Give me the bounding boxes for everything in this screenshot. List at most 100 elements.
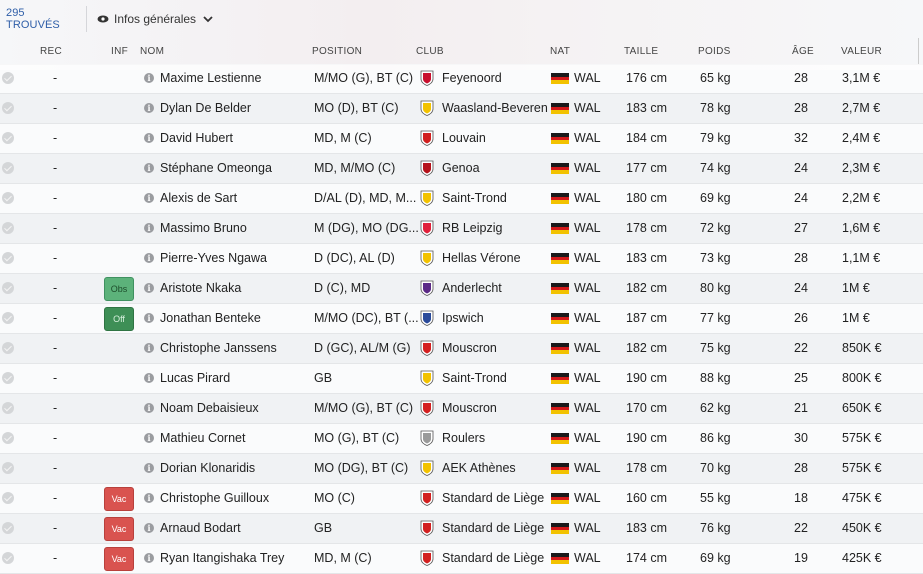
column-poids[interactable]: POIDS — [698, 46, 731, 57]
table-row[interactable]: - i Pierre-Yves Ngawa D (DC), AL (D) Hel… — [0, 244, 923, 274]
info-icon[interactable]: i — [144, 313, 154, 323]
column-valeur[interactable]: VALEUR — [841, 46, 883, 57]
info-icon[interactable]: i — [144, 373, 154, 383]
column-position[interactable]: POSITION — [312, 46, 363, 57]
column-age[interactable]: ÂGE — [792, 46, 815, 57]
table-row[interactable]: - i Alexis de Sart D/AL (D), MD, M... Sa… — [0, 184, 923, 214]
column-nat[interactable]: NAT — [550, 46, 571, 57]
player-name[interactable]: Massimo Bruno — [160, 221, 247, 235]
info-icon[interactable]: i — [144, 283, 154, 293]
check-icon[interactable] — [2, 492, 14, 504]
table-row[interactable]: - i Dylan De Belder MO (D), BT (C) Waasl… — [0, 94, 923, 124]
view-selector[interactable]: Infos générales — [97, 12, 213, 26]
player-name[interactable]: Pierre-Yves Ngawa — [160, 251, 267, 265]
check-icon[interactable] — [2, 342, 14, 354]
table-row[interactable]: - i Dorian Klonaridis MO (DG), BT (C) AE… — [0, 454, 923, 484]
info-icon[interactable]: i — [144, 523, 154, 533]
club-name[interactable]: Saint-Trond — [442, 371, 507, 385]
info-icon[interactable]: i — [144, 193, 154, 203]
table-row[interactable]: - i Lucas Pirard GB Saint-Trond WAL 190 … — [0, 364, 923, 394]
table-row[interactable]: - i Mathieu Cornet MO (G), BT (C) Rouler… — [0, 424, 923, 454]
table-row[interactable]: - i David Hubert MD, M (C) Louvain WAL 1… — [0, 124, 923, 154]
table-row[interactable]: - Vac i Arnaud Bodart GB Standard de Liè… — [0, 514, 923, 544]
table-row[interactable]: - i Noam Debaisieux M/MO (G), BT (C) Mou… — [0, 394, 923, 424]
player-name[interactable]: Lucas Pirard — [160, 371, 231, 385]
player-name[interactable]: Christophe Janssens — [160, 341, 277, 355]
table-row[interactable]: - Obs i Aristote Nkaka D (C), MD Anderle… — [0, 274, 923, 304]
info-icon[interactable]: i — [144, 433, 154, 443]
table-row[interactable]: - Vac i Christophe Guilloux MO (C) Stand… — [0, 484, 923, 514]
table-row[interactable]: - i Massimo Bruno M (DG), MO (DG... RB L… — [0, 214, 923, 244]
club-name[interactable]: Standard de Liège — [442, 491, 545, 505]
player-name[interactable]: Jonathan Benteke — [160, 311, 261, 325]
info-icon[interactable]: i — [144, 163, 154, 173]
club-name[interactable]: Genoa — [442, 161, 480, 175]
check-icon[interactable] — [2, 252, 14, 264]
player-name[interactable]: Dorian Klonaridis — [160, 461, 256, 475]
club-name[interactable]: Roulers — [442, 431, 486, 445]
club-name[interactable]: Standard de Liège — [442, 521, 545, 535]
club-name[interactable]: Mouscron — [442, 341, 497, 355]
table-row[interactable]: - Vac i Ryan Itangishaka Trey MD, M (C) … — [0, 544, 923, 574]
club-name[interactable]: Mouscron — [442, 401, 497, 415]
check-icon[interactable] — [2, 222, 14, 234]
column-club[interactable]: CLUB — [416, 46, 444, 57]
club-name[interactable]: Ipswich — [442, 311, 484, 325]
check-icon[interactable] — [2, 432, 14, 444]
table-row[interactable]: - i Stéphane Omeonga MD, M/MO (C) Genoa … — [0, 154, 923, 184]
info-icon[interactable]: i — [144, 463, 154, 473]
player-name[interactable]: David Hubert — [160, 131, 233, 145]
info-icon[interactable]: i — [144, 343, 154, 353]
player-name[interactable]: Stéphane Omeonga — [160, 161, 272, 175]
column-inf[interactable]: INF — [111, 46, 129, 57]
player-name[interactable]: Christophe Guilloux — [160, 491, 270, 505]
club-name[interactable]: Hellas Vérone — [442, 251, 521, 265]
check-icon[interactable] — [2, 552, 14, 564]
status-badge[interactable]: Vac — [104, 487, 134, 511]
player-name[interactable]: Dylan De Belder — [160, 101, 252, 115]
player-name[interactable]: Arnaud Bodart — [160, 521, 241, 535]
info-icon[interactable]: i — [144, 223, 154, 233]
check-icon[interactable] — [2, 402, 14, 414]
info-icon[interactable]: i — [144, 403, 154, 413]
check-icon[interactable] — [2, 132, 14, 144]
club-name[interactable]: Standard de Liège — [442, 551, 545, 565]
info-icon[interactable]: i — [144, 493, 154, 503]
check-icon[interactable] — [2, 282, 14, 294]
check-icon[interactable] — [2, 462, 14, 474]
club-name[interactable]: AEK Athènes — [442, 461, 516, 475]
table-row[interactable]: - Off i Jonathan Benteke M/MO (DC), BT (… — [0, 304, 923, 334]
table-row[interactable]: - i Maxime Lestienne M/MO (G), BT (C) Fe… — [0, 64, 923, 94]
status-badge[interactable]: Vac — [104, 517, 134, 541]
status-badge[interactable]: Vac — [104, 547, 134, 571]
player-name[interactable]: Alexis de Sart — [160, 191, 238, 205]
club-name[interactable]: Louvain — [442, 131, 486, 145]
check-icon[interactable] — [2, 192, 14, 204]
info-icon[interactable]: i — [144, 73, 154, 83]
club-name[interactable]: Saint-Trond — [442, 191, 507, 205]
club-name[interactable]: RB Leipzig — [442, 221, 503, 235]
player-name[interactable]: Aristote Nkaka — [160, 281, 242, 295]
check-icon[interactable] — [2, 102, 14, 114]
column-taille[interactable]: TAILLE — [624, 46, 659, 57]
info-icon[interactable]: i — [144, 253, 154, 263]
club-name[interactable]: Waasland-Beveren — [442, 101, 548, 115]
player-name[interactable]: Maxime Lestienne — [160, 71, 262, 85]
check-icon[interactable] — [2, 312, 14, 324]
column-rec[interactable]: REC — [40, 46, 63, 57]
info-icon[interactable]: i — [144, 133, 154, 143]
club-name[interactable]: Anderlecht — [442, 281, 502, 295]
check-icon[interactable] — [2, 522, 14, 534]
status-badge[interactable]: Obs — [104, 277, 134, 301]
player-name[interactable]: Ryan Itangishaka Trey — [160, 551, 285, 565]
info-icon[interactable]: i — [144, 103, 154, 113]
player-name[interactable]: Noam Debaisieux — [160, 401, 259, 415]
table-row[interactable]: - i Christophe Janssens D (GC), AL/M (G)… — [0, 334, 923, 364]
check-icon[interactable] — [2, 72, 14, 84]
column-nom[interactable]: NOM — [140, 46, 165, 57]
status-badge[interactable]: Off — [104, 307, 134, 331]
info-icon[interactable]: i — [144, 553, 154, 563]
check-icon[interactable] — [2, 372, 14, 384]
club-name[interactable]: Feyenoord — [442, 71, 502, 85]
check-icon[interactable] — [2, 162, 14, 174]
